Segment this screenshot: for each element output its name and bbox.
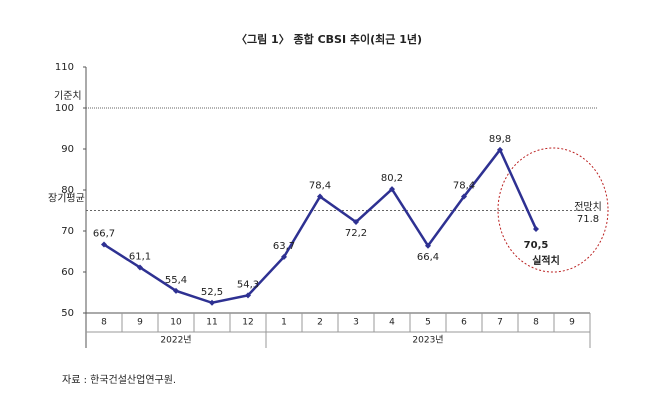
x-tick-label: 8 <box>533 318 539 328</box>
x-tick-label: 7 <box>497 318 503 328</box>
x-tick-label: 3 <box>353 318 359 328</box>
reference-label: 장기평균 <box>48 193 85 205</box>
point <box>173 287 179 294</box>
data-label: 63,7 <box>273 241 295 252</box>
highlight-ellipse <box>497 147 609 273</box>
x-tick-label: 9 <box>569 318 575 328</box>
point <box>245 292 251 299</box>
data-label: 78,4 <box>309 181 331 192</box>
y-tick-label: 50 <box>61 308 74 319</box>
point <box>137 264 143 271</box>
point <box>533 225 539 232</box>
data-label: 89,8 <box>489 134 511 145</box>
x-tick-label: 10 <box>170 318 182 328</box>
point <box>461 193 467 200</box>
data-label: 66,4 <box>417 252 439 263</box>
data-label: 78,4 <box>453 181 475 192</box>
source: 자료 : 한국건설산업연구원. <box>62 373 176 386</box>
series-name: 실적치 <box>532 254 560 267</box>
data-label: 61,1 <box>129 251 151 262</box>
point <box>497 146 503 153</box>
x-tick-label: 1 <box>281 318 287 328</box>
data-label: 54,3 <box>237 279 259 290</box>
data-label: 80,2 <box>381 173 403 184</box>
data-label: 52,5 <box>201 287 223 298</box>
y-tick-label: 80 <box>61 185 74 196</box>
point <box>281 253 287 260</box>
data-label: 72,2 <box>345 228 367 239</box>
data-label: 66,7 <box>93 229 115 240</box>
y-tick-label: 100 <box>55 103 74 114</box>
point <box>209 299 215 306</box>
point <box>101 241 107 248</box>
point <box>425 242 431 249</box>
group-label: 2022년 <box>160 335 191 346</box>
y-tick-label: 110 <box>55 62 74 73</box>
x-tick-label: 12 <box>242 318 253 328</box>
point <box>389 186 395 193</box>
x-tick-label: 6 <box>461 318 467 328</box>
y-tick-label: 70 <box>61 226 74 237</box>
x-tick-label: 5 <box>425 318 431 328</box>
forecast-value: 71.8 <box>577 214 599 225</box>
y-tick-label: 60 <box>61 267 74 278</box>
chart-title: 〈그림 1〉 종합 CBSI 추이(최근 1년) <box>236 32 422 46</box>
point <box>317 193 323 200</box>
x-tick-label: 4 <box>389 318 395 328</box>
forecast-label: 전망치 <box>574 201 602 213</box>
x-tick-label: 8 <box>101 318 107 328</box>
data-label: 70,5 <box>524 240 549 251</box>
group-label: 2023년 <box>412 335 443 346</box>
reference-label: 기준치 <box>54 90 82 102</box>
x-tick-label: 9 <box>137 318 143 328</box>
x-tick-label: 2 <box>317 318 323 328</box>
y-tick-label: 90 <box>61 144 74 155</box>
data-label: 55,4 <box>165 275 187 286</box>
x-tick-label: 11 <box>206 318 217 328</box>
point <box>353 218 359 225</box>
